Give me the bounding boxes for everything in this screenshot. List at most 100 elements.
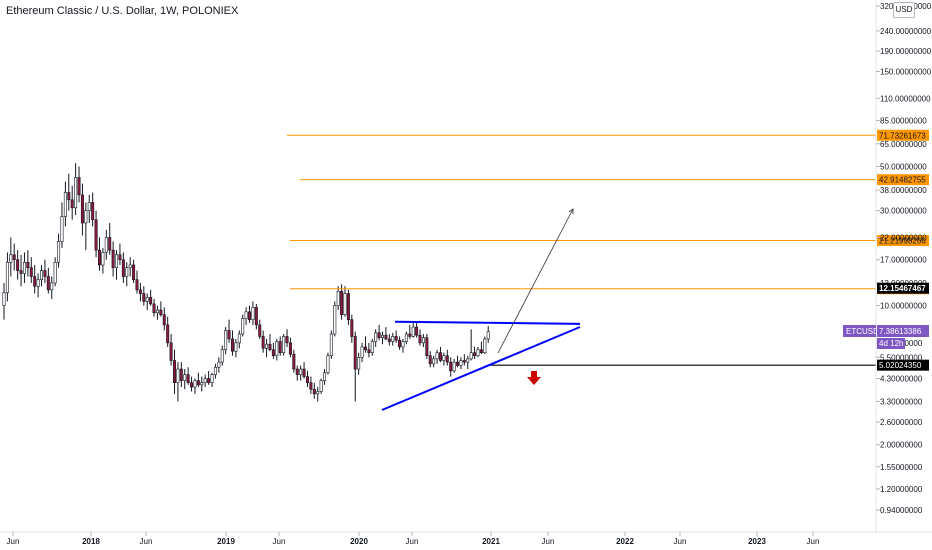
last-price-badge-bg <box>877 325 929 337</box>
currency-button[interactable]: USD <box>893 2 915 18</box>
candle <box>271 342 275 359</box>
xtick-label: 2020 <box>350 537 368 546</box>
candle <box>213 363 217 379</box>
level-label: 21.21998266 <box>879 237 926 246</box>
xtick-label: 2023 <box>748 537 766 546</box>
candle <box>357 352 361 375</box>
candle <box>74 163 78 216</box>
time-axis[interactable]: Jun 2018 Jun 2019 Jun 2020 Jun 2021 Jun 2022 Jun 20… <box>7 532 820 546</box>
candle <box>479 341 483 355</box>
candle <box>190 376 194 392</box>
candle <box>152 298 156 317</box>
horizontal-levels-layer: 71.73261673 42.91482755 21.21998266 12.1546… <box>287 129 929 371</box>
candle <box>118 243 122 265</box>
ytick-label: 38.00000000 <box>880 186 927 195</box>
candle <box>428 351 432 368</box>
candle <box>87 194 91 224</box>
candle <box>111 241 115 277</box>
candle <box>469 329 473 361</box>
xtick-label: Jun <box>140 537 153 546</box>
candle <box>200 376 204 392</box>
candle <box>473 346 477 359</box>
candle <box>36 273 40 298</box>
candle <box>217 357 221 373</box>
candle <box>398 336 402 350</box>
xtick-label: 2019 <box>217 537 235 546</box>
candle <box>312 382 316 399</box>
candle <box>466 355 470 370</box>
bearish-arrow-icon[interactable] <box>527 371 541 385</box>
candle <box>459 357 463 370</box>
price-axis[interactable]: 320.00000000240.00000000190.00000000150.… <box>876 2 932 515</box>
candle <box>132 259 136 283</box>
candle <box>258 319 262 339</box>
candle <box>340 284 344 320</box>
candle <box>5 252 9 302</box>
candle <box>60 202 64 248</box>
candle <box>121 252 125 283</box>
candle <box>462 354 466 366</box>
candle <box>288 337 292 358</box>
candle <box>360 342 364 363</box>
candle <box>70 185 74 220</box>
triangle-resistance-line[interactable] <box>394 320 581 325</box>
candle <box>46 267 50 294</box>
candle <box>183 369 187 390</box>
ytick-label: 110.00000000 <box>880 94 931 103</box>
candle <box>12 243 16 271</box>
price-badges: 12.15467467 ETCUSD 7.38613386 4d 12h <box>843 282 929 349</box>
candle <box>381 331 385 345</box>
breakout-target-arrow[interactable] <box>497 209 573 354</box>
candle <box>285 329 289 347</box>
candle <box>210 372 214 387</box>
xtick-label: Jun <box>406 537 419 546</box>
candle <box>377 324 381 341</box>
drawings-layer <box>381 209 581 411</box>
xtick-label: Jun <box>542 537 555 546</box>
symbol-badge-bg <box>843 325 876 337</box>
xtick-label: Jun <box>7 537 20 546</box>
candle <box>316 386 320 402</box>
candle <box>305 370 309 387</box>
candle <box>353 331 357 402</box>
countdown-badge: 4d 12h <box>879 339 903 348</box>
candle <box>309 376 313 394</box>
candle <box>415 321 419 338</box>
candle <box>282 333 286 356</box>
candle <box>108 223 112 255</box>
candle <box>67 173 71 211</box>
candle <box>101 247 105 274</box>
candle <box>445 349 449 366</box>
candle <box>299 365 303 381</box>
level-label: 42.91482755 <box>879 176 926 185</box>
candle <box>261 330 265 353</box>
candle <box>57 233 61 268</box>
candle <box>125 262 129 287</box>
ytick-label: 50.00000000 <box>880 162 927 171</box>
candle <box>159 301 163 317</box>
candle <box>295 365 299 381</box>
candle <box>80 183 84 236</box>
candle <box>346 289 350 325</box>
candle <box>326 352 330 375</box>
candle <box>207 370 211 385</box>
candle <box>302 362 306 379</box>
candle <box>135 270 139 294</box>
candle <box>292 349 296 373</box>
candle <box>179 362 183 387</box>
triangle-support-line[interactable] <box>381 326 581 411</box>
candle <box>483 336 487 355</box>
candle <box>343 286 347 317</box>
ytick-label: 85.00000000 <box>880 117 927 126</box>
candle <box>33 264 37 294</box>
ytick-label: 1.55000000 <box>880 463 923 472</box>
candle <box>22 252 26 283</box>
level-label-bg <box>877 174 929 186</box>
level-label: 5.02024350 <box>879 361 922 370</box>
level-label-bg <box>877 235 929 247</box>
candle <box>138 282 142 302</box>
candle <box>265 338 269 358</box>
candle <box>91 192 95 227</box>
candle <box>19 254 23 287</box>
